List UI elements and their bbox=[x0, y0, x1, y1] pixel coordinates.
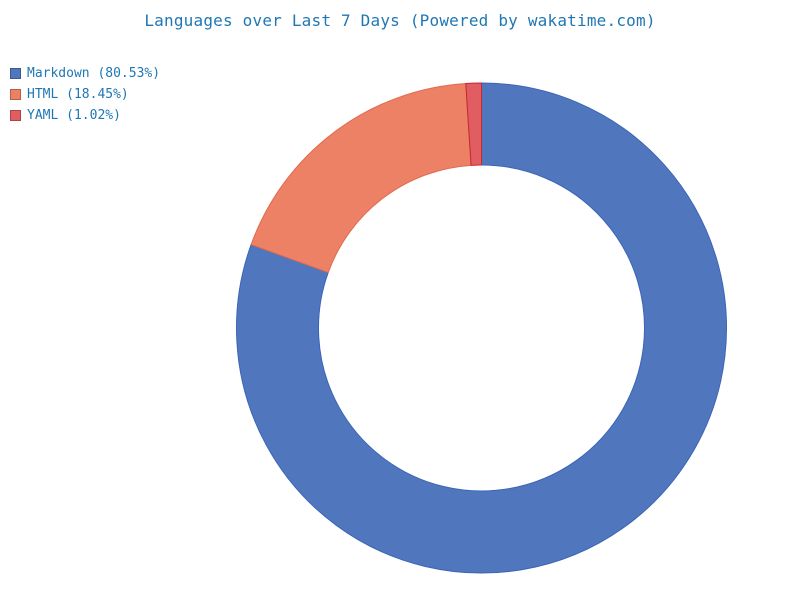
slice-yaml bbox=[465, 82, 482, 166]
legend-label-html: HTML (18.45%) bbox=[27, 87, 129, 102]
legend-item-html: HTML (18.45%) bbox=[10, 84, 160, 105]
slice-html bbox=[250, 83, 472, 273]
legend-item-yaml: YAML (1.02%) bbox=[10, 105, 160, 126]
slice-markdown bbox=[236, 82, 727, 574]
legend-label-yaml: YAML (1.02%) bbox=[27, 108, 121, 123]
legend-swatch-html bbox=[10, 89, 21, 100]
legend-swatch-yaml bbox=[10, 110, 21, 121]
chart-title: Languages over Last 7 Days (Powered by w… bbox=[144, 11, 656, 30]
legend-item-markdown: Markdown (80.53%) bbox=[10, 63, 160, 84]
legend: Markdown (80.53%) HTML (18.45%) YAML (1.… bbox=[10, 63, 160, 126]
legend-swatch-markdown bbox=[10, 68, 21, 79]
legend-label-markdown: Markdown (80.53%) bbox=[27, 66, 161, 81]
